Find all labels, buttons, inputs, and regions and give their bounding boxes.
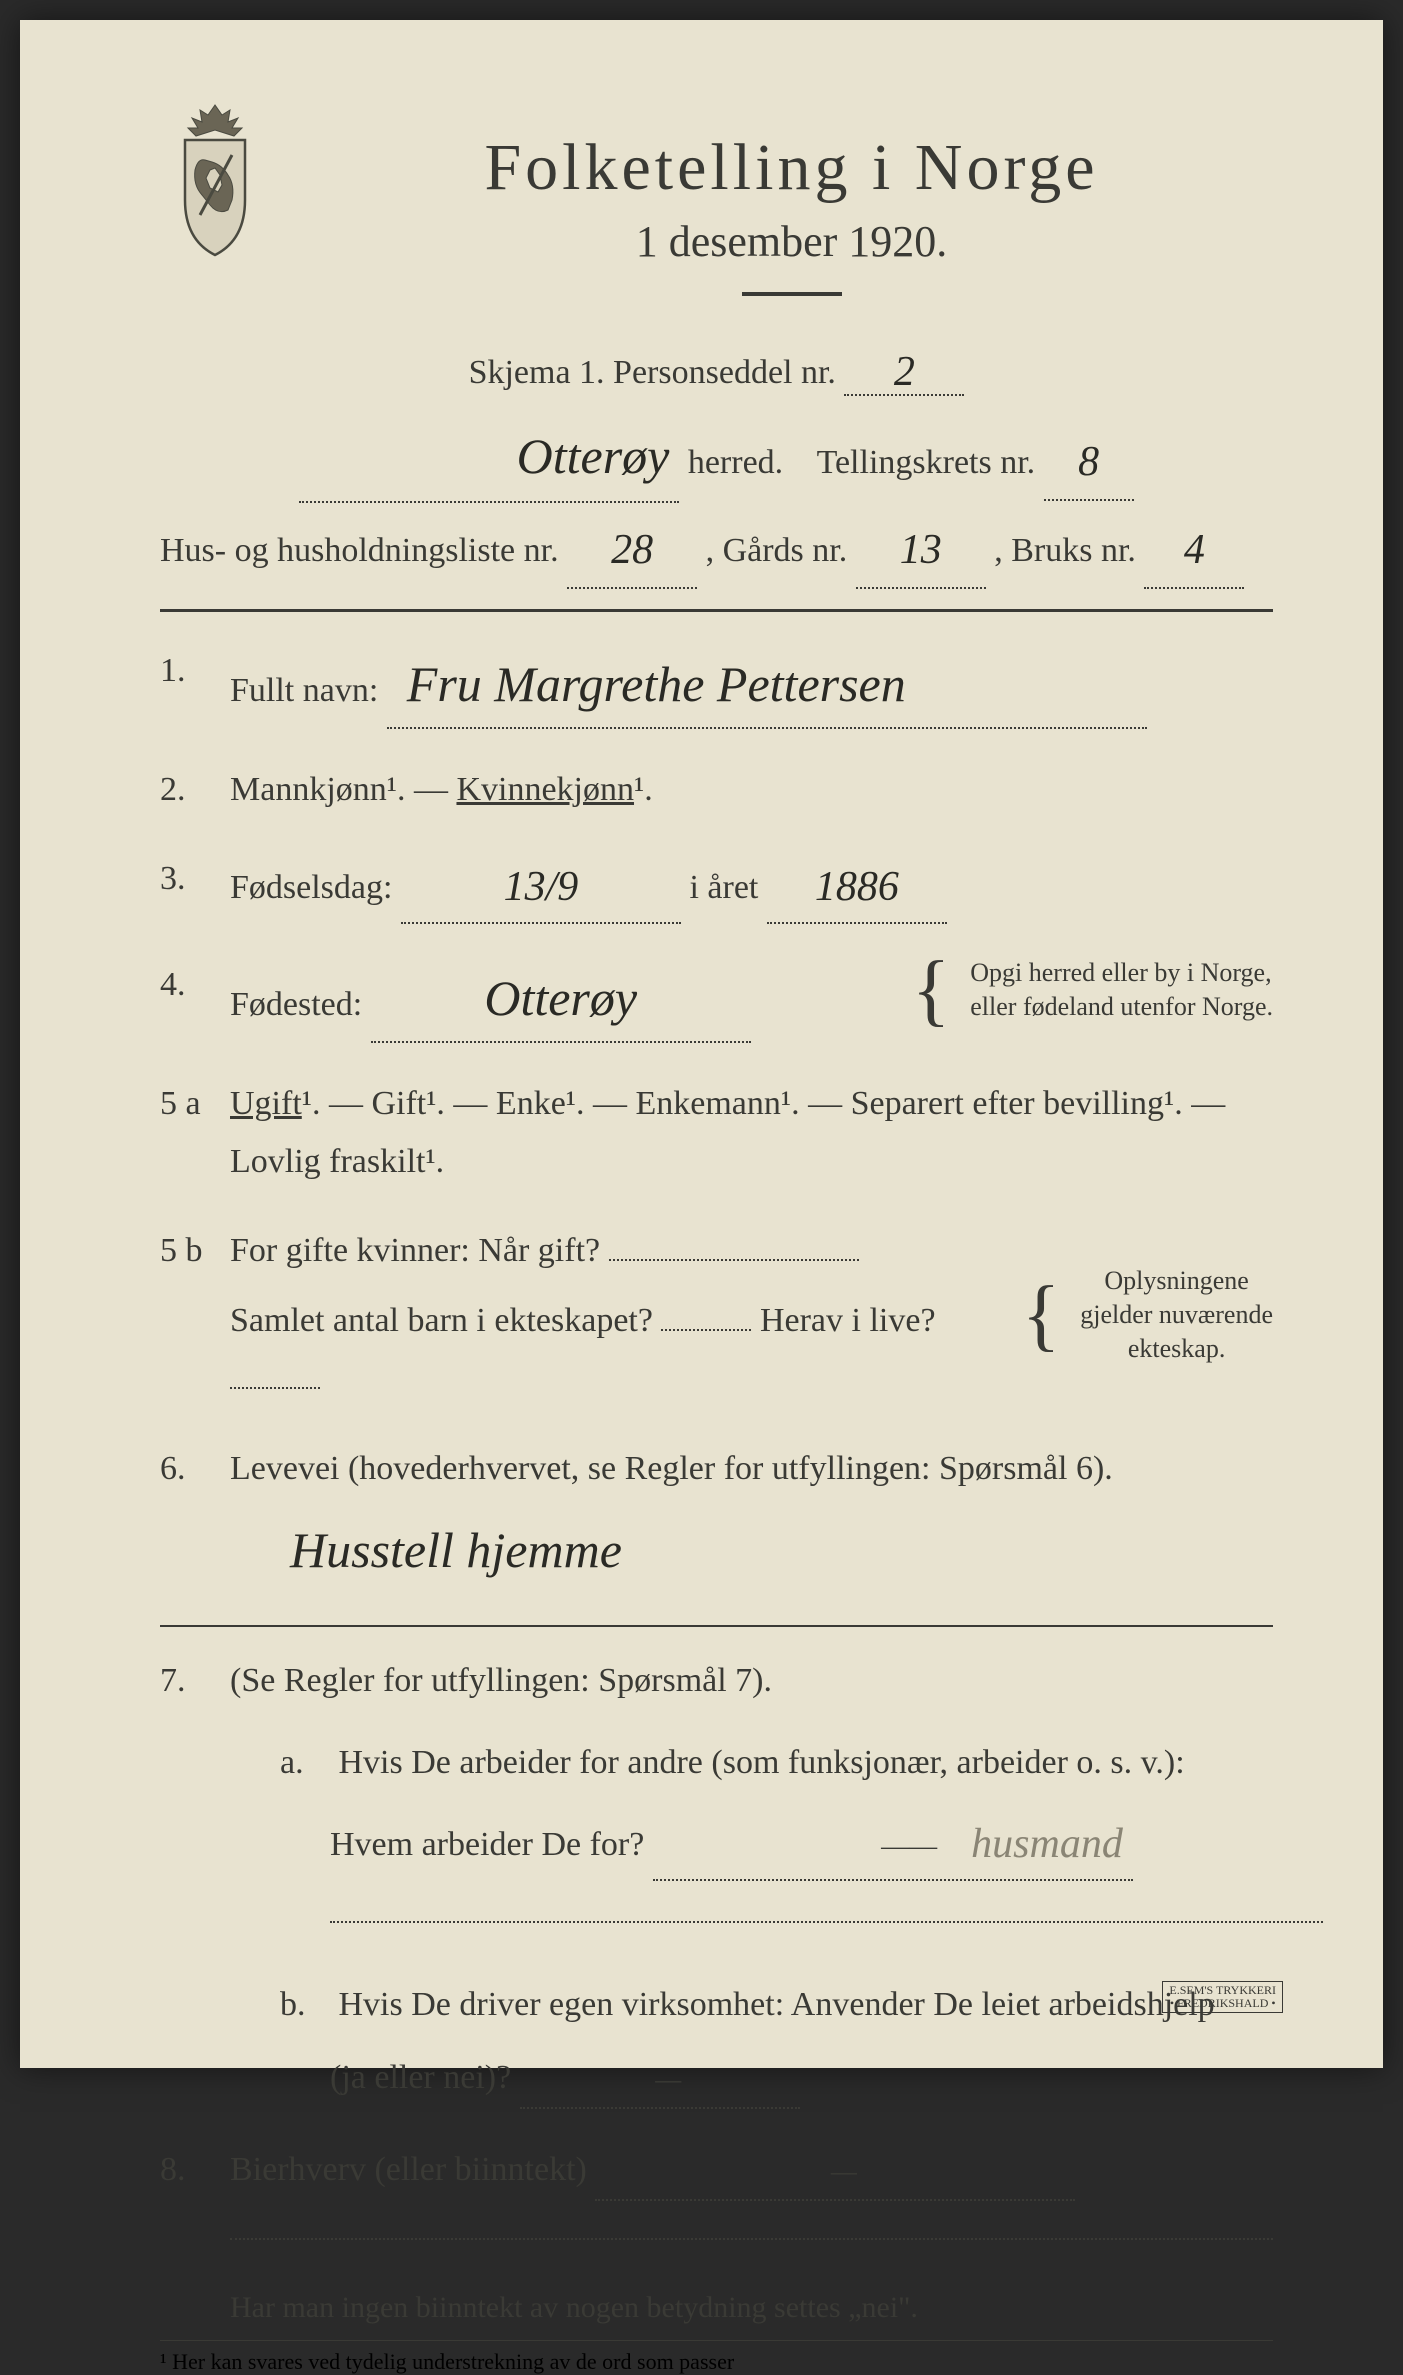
question-4: 4. Fødested: Otterøy { Opgi herred eller…: [160, 956, 1273, 1043]
hus-line: Hus- og husholdningsliste nr. 28 , Gårds…: [160, 511, 1273, 589]
q5b-field3: [230, 1387, 320, 1389]
herred-value: Otterøy: [517, 428, 670, 484]
tellingskrets-label: Tellingskrets nr.: [817, 444, 1036, 481]
q7a-blank-line: [330, 1921, 1323, 1923]
q2-kvinnekjonn: Kvinnekjønn: [456, 771, 634, 808]
q5b-note1: Oplysningene: [1080, 1264, 1273, 1298]
q3-label: Fødselsdag:: [230, 869, 392, 906]
q5b-label3: Herav i live?: [760, 1302, 936, 1339]
q1-number: 1.: [160, 642, 230, 729]
q1-value: Fru Margrethe Pettersen: [407, 656, 906, 712]
tellingskrets-value: 8: [1078, 439, 1099, 485]
q5a-rest: ¹. — Gift¹. — Enke¹. — Enkemann¹. — Sepa…: [302, 1085, 1225, 1122]
subtitle-date: 1 desember 1920.: [310, 216, 1273, 267]
q5b-field2: [661, 1329, 751, 1331]
q7a-text1: Hvis De arbeider for andre (som funksjon…: [339, 1744, 1185, 1781]
printer-line2: • FREDRIKSHALD •: [1169, 1997, 1276, 2010]
hus-value: 28: [611, 527, 653, 573]
q8-number: 8.: [160, 2141, 230, 2259]
q2-text-c: ¹.: [634, 771, 653, 808]
title-block: Folketelling i Norge 1 desember 1920.: [310, 100, 1273, 326]
question-5a: 5 a Ugift¹. — Gift¹. — Enke¹. — Enkemann…: [160, 1075, 1273, 1191]
hus-label: Hus- og husholdningsliste nr.: [160, 532, 559, 569]
brace-icon: {: [912, 970, 950, 1010]
skjema-label: Skjema 1. Personseddel nr.: [469, 354, 836, 391]
herred-label: herred.: [688, 444, 783, 481]
questions-list: 1. Fullt navn: Fru Margrethe Pettersen 2…: [160, 642, 1273, 2259]
q3-year-value: 1886: [815, 864, 899, 910]
q5b-label1: For gifte kvinner: Når gift?: [230, 1232, 600, 1269]
header-rule: [160, 609, 1273, 612]
q8-label: Bierhverv (eller biinntekt): [230, 2151, 587, 2188]
q7b-letter: b.: [280, 1976, 330, 2034]
q3-mid: i året: [689, 869, 758, 906]
q3-number: 3.: [160, 850, 230, 923]
q4-note-line2: eller fødeland utenfor Norge.: [970, 990, 1273, 1024]
q4-number: 4.: [160, 956, 230, 1043]
census-form-page: Folketelling i Norge 1 desember 1920. Sk…: [20, 20, 1383, 2068]
question-6: 6. Levevei (hovederhvervet, se Regler fo…: [160, 1440, 1273, 1593]
q5a-ugift: Ugift: [230, 1085, 302, 1122]
q2-number: 2.: [160, 761, 230, 819]
q2-text-a: Mannkjønn¹. —: [230, 771, 456, 808]
gards-label: , Gårds nr.: [706, 532, 848, 569]
section-rule-1: [160, 1625, 1273, 1627]
title-divider: [742, 292, 842, 296]
q7a-value: husmand: [971, 1821, 1123, 1867]
q3-day-value: 13/9: [504, 864, 579, 910]
q7b-text1: Hvis De driver egen virksomhet: Anvender…: [339, 1986, 1215, 2023]
bruks-value: 4: [1184, 527, 1205, 573]
question-5b: 5 b For gifte kvinner: Når gift? Samlet …: [160, 1222, 1273, 1407]
q7a-letter: a.: [280, 1734, 330, 1792]
q5b-note3: ekteskap.: [1080, 1332, 1273, 1366]
question-7b: b. Hvis De driver egen virksomhet: Anven…: [280, 1976, 1273, 2109]
q6-value: Husstell hjemme: [290, 1522, 622, 1578]
q6-label: Levevei (hovederhvervet, se Regler for u…: [230, 1450, 1113, 1487]
q1-label: Fullt navn:: [230, 672, 378, 709]
question-7a: a. Hvis De arbeider for andre (som funks…: [280, 1734, 1273, 1941]
footer-note: Har man ingen biinntekt av nogen betydni…: [230, 2291, 1273, 2325]
q7b-field: —: [520, 2049, 800, 2109]
main-title: Folketelling i Norge: [310, 130, 1273, 206]
q7a-text2: Hvem arbeider De for?: [330, 1826, 644, 1863]
q4-label: Fødested:: [230, 986, 362, 1023]
gards-value: 13: [900, 527, 942, 573]
q7-number: 7.: [160, 1652, 230, 2109]
header-row: Folketelling i Norge 1 desember 1920.: [160, 100, 1273, 326]
q5b-number: 5 b: [160, 1222, 230, 1407]
brace-icon-2: {: [1022, 1295, 1060, 1335]
q5b-label2: Samlet antal barn i ekteskapet?: [230, 1302, 653, 1339]
footnote-reference: ¹ Her kan svares ved tydelig understrekn…: [160, 2340, 1273, 2375]
q8-blank-line: [230, 2238, 1273, 2240]
q7b-text2: (ja eller nei)?: [330, 2059, 511, 2096]
question-3: 3. Fødselsdag: 13/9 i året 1886: [160, 850, 1273, 923]
norwegian-coat-of-arms: [160, 100, 270, 260]
q5b-note2: gjelder nuværende: [1080, 1298, 1273, 1332]
question-2: 2. Mannkjønn¹. — Kvinnekjønn¹.: [160, 761, 1273, 819]
q4-sidenote: Opgi herred eller by i Norge, eller føde…: [970, 956, 1273, 1024]
q7-label: (Se Regler for utfyllingen: Spørsmål 7).: [230, 1652, 1273, 1710]
q5a-number: 5 a: [160, 1075, 230, 1191]
q5b-field1: [609, 1259, 859, 1261]
q4-note-line1: Opgi herred eller by i Norge,: [970, 956, 1273, 990]
personseddel-value: 2: [894, 349, 915, 395]
printer-line1: E.SEM'S TRYKKERI: [1169, 1984, 1276, 1997]
question-1: 1. Fullt navn: Fru Margrethe Pettersen: [160, 642, 1273, 729]
bruks-label: , Bruks nr.: [994, 532, 1136, 569]
q4-value: Otterøy: [484, 970, 637, 1026]
q5a-line2: Lovlig fraskilt¹.: [230, 1133, 1273, 1191]
q5b-sidenote: Oplysningene gjelder nuværende ekteskap.: [1080, 1264, 1273, 1365]
skjema-line: Skjema 1. Personseddel nr. 2: [160, 346, 1273, 396]
q8-field: —: [595, 2141, 1075, 2201]
q6-number: 6.: [160, 1440, 230, 1593]
question-7: 7. (Se Regler for utfyllingen: Spørsmål …: [160, 1652, 1273, 2109]
question-8: 8. Bierhverv (eller biinntekt) —: [160, 2141, 1273, 2259]
printer-mark: E.SEM'S TRYKKERI • FREDRIKSHALD •: [1162, 1981, 1283, 2013]
herred-line: Otterøy herred. Tellingskrets nr. 8: [160, 411, 1273, 503]
